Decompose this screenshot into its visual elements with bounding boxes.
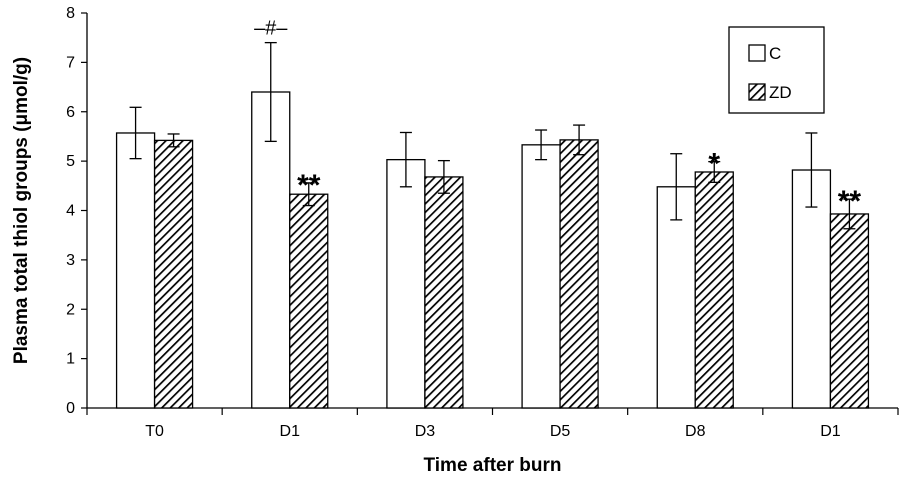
bar-zd — [694, 171, 734, 409]
legend-box — [728, 26, 825, 114]
bar-zd — [153, 139, 194, 409]
y-tick-label: 7 — [66, 54, 75, 71]
significance-marker: * — [708, 148, 720, 181]
x-tick-label: D8 — [685, 423, 706, 440]
y-tick-label: 6 — [66, 104, 75, 121]
legend-swatch-c — [748, 44, 766, 62]
bar-c — [386, 158, 426, 409]
y-tick-label: 8 — [66, 5, 75, 22]
y-tick-label: 5 — [66, 153, 75, 170]
bar-c — [656, 186, 696, 409]
legend-swatch-zd — [748, 83, 766, 101]
y-tick-label: 4 — [66, 203, 75, 220]
y-tick-label: 0 — [66, 400, 75, 417]
bar-c — [115, 132, 156, 409]
y-axis-title: Plasma total thiol groups (μmol/g) — [11, 57, 32, 364]
bar-c — [791, 169, 832, 409]
bar-zd — [424, 176, 464, 409]
x-tick-label: D5 — [550, 423, 571, 440]
legend-label-zd: ZD — [769, 83, 792, 102]
x-tick-label: D3 — [415, 423, 436, 440]
bar-zd — [829, 213, 870, 409]
legend-label-c: C — [769, 44, 781, 63]
x-tick-label: D1 — [820, 423, 841, 440]
significance-marker: ** — [297, 169, 321, 202]
x-tick-label: T0 — [145, 423, 164, 440]
y-axis-title-group: Plasma total thiol groups (μmol/g) — [11, 57, 32, 364]
bar-zd — [559, 139, 599, 409]
significance-marker: ** — [838, 185, 862, 218]
significance-marker: –#– — [254, 18, 288, 40]
bar-zd — [289, 193, 329, 409]
y-tick-label: 2 — [66, 301, 75, 318]
x-tick-label: D1 — [280, 423, 301, 440]
y-tick-label: 3 — [66, 252, 75, 269]
y-tick-label: 1 — [66, 351, 75, 368]
bar-c — [521, 144, 561, 409]
legend: C ZD — [728, 26, 825, 114]
x-axis-title: Time after burn — [424, 455, 562, 476]
